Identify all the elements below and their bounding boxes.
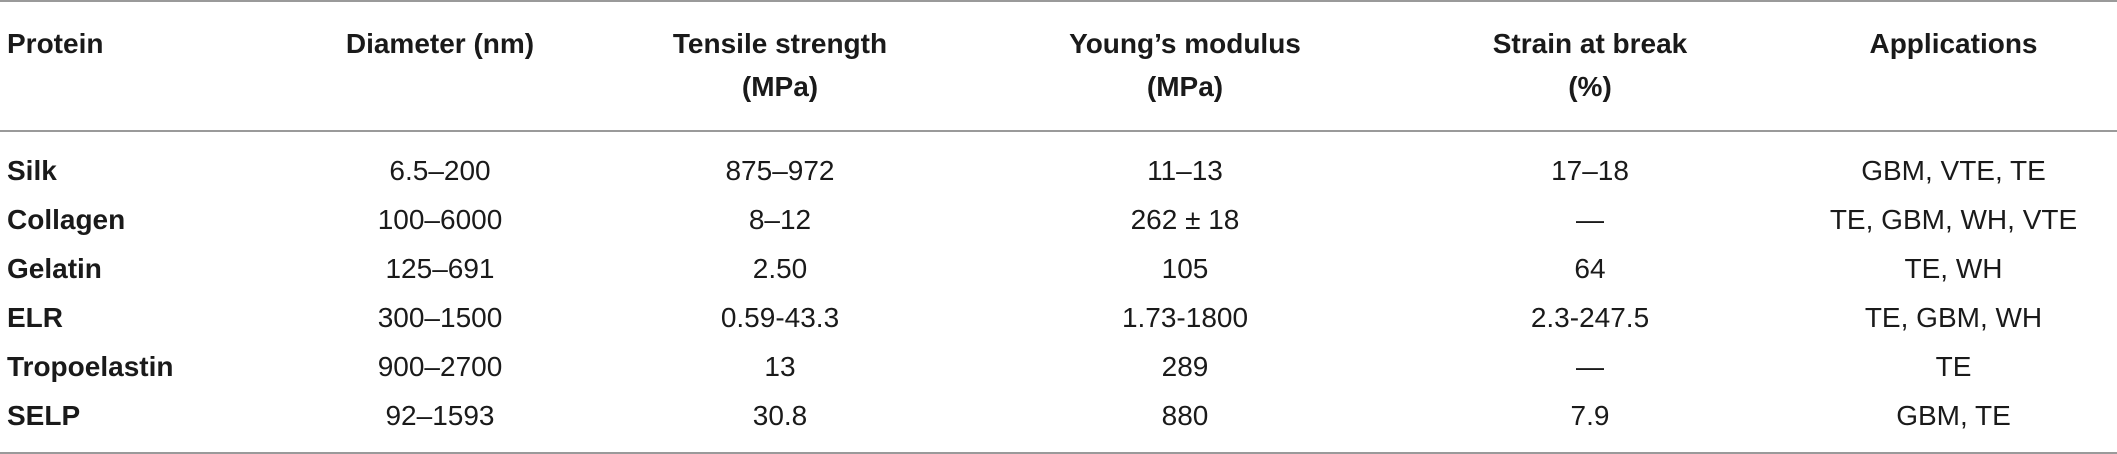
header-unit: (MPa) bbox=[741, 71, 819, 102]
cell-youngs-modulus: 1.73-1800 bbox=[1121, 302, 1249, 333]
cell-tensile-strength: 0.59-43.3 bbox=[720, 302, 840, 333]
table-row: SELP 92–1593 30.8 880 7.9 GBM, TE bbox=[0, 391, 2117, 453]
cell-tensile-strength: 30.8 bbox=[752, 400, 808, 431]
cell-strain-at-break: 17–18 bbox=[1551, 155, 1629, 186]
table-header: Protein Diameter (nm) Tensile strength (… bbox=[0, 1, 2117, 131]
cell-protein: SELP bbox=[7, 400, 81, 431]
table-row: ELR 300–1500 0.59-43.3 1.73-1800 2.3-247… bbox=[0, 293, 2117, 342]
cell-tensile-strength: 2.50 bbox=[752, 253, 808, 284]
cell-applications: TE bbox=[1935, 351, 1972, 382]
header-unit: (%) bbox=[1568, 71, 1612, 102]
cell-diameter: 100–6000 bbox=[377, 204, 503, 235]
cell-strain-at-break: — bbox=[1576, 204, 1604, 235]
header-label: Protein bbox=[7, 28, 104, 59]
header-label: Diameter (nm) bbox=[345, 28, 535, 59]
table-row: Tropoelastin 900–2700 13 289 — TE bbox=[0, 342, 2117, 391]
table-body: Silk 6.5–200 875–972 11–13 17–18 GBM, VT… bbox=[0, 131, 2117, 453]
header-diameter: Diameter (nm) bbox=[300, 1, 580, 131]
cell-applications: TE, GBM, WH, VTE bbox=[1829, 204, 2078, 235]
cell-tensile-strength: 875–972 bbox=[725, 155, 835, 186]
cell-diameter: 125–691 bbox=[385, 253, 495, 284]
header-label: Applications bbox=[1869, 28, 2038, 59]
cell-youngs-modulus: 262 ± 18 bbox=[1130, 204, 1240, 235]
cell-applications: GBM, VTE, TE bbox=[1861, 155, 2046, 186]
header-strain-at-break: Strain at break (%) bbox=[1390, 1, 1790, 131]
cell-protein: Collagen bbox=[7, 204, 126, 235]
header-unit: (MPa) bbox=[1146, 71, 1224, 102]
header-label: Young’s modulus bbox=[1069, 28, 1301, 59]
cell-protein: Gelatin bbox=[7, 253, 102, 284]
cell-strain-at-break: 2.3-247.5 bbox=[1530, 302, 1650, 333]
cell-diameter: 300–1500 bbox=[377, 302, 503, 333]
cell-applications: TE, GBM, WH bbox=[1864, 302, 2043, 333]
cell-youngs-modulus: 289 bbox=[1161, 351, 1209, 382]
cell-youngs-modulus: 880 bbox=[1161, 400, 1209, 431]
header-youngs-modulus: Young’s modulus (MPa) bbox=[980, 1, 1390, 131]
header-applications: Applications bbox=[1790, 1, 2117, 131]
header-label: Tensile strength bbox=[672, 28, 888, 59]
cell-protein: Silk bbox=[7, 155, 57, 186]
cell-diameter: 900–2700 bbox=[377, 351, 503, 382]
table-row: Silk 6.5–200 875–972 11–13 17–18 GBM, VT… bbox=[0, 131, 2117, 195]
cell-tensile-strength: 13 bbox=[764, 351, 796, 382]
cell-tensile-strength: 8–12 bbox=[748, 204, 812, 235]
cell-youngs-modulus: 105 bbox=[1161, 253, 1209, 284]
cell-strain-at-break: 7.9 bbox=[1570, 400, 1610, 431]
cell-diameter: 6.5–200 bbox=[389, 155, 491, 186]
header-tensile-strength: Tensile strength (MPa) bbox=[580, 1, 980, 131]
cell-strain-at-break: 64 bbox=[1574, 253, 1606, 284]
cell-applications: GBM, TE bbox=[1896, 400, 2011, 431]
table-row: Gelatin 125–691 2.50 105 64 TE, WH bbox=[0, 244, 2117, 293]
table-row: Collagen 100–6000 8–12 262 ± 18 — TE, GB… bbox=[0, 195, 2117, 244]
cell-youngs-modulus: 11–13 bbox=[1147, 155, 1223, 186]
header-label: Strain at break bbox=[1492, 28, 1688, 59]
cell-protein: ELR bbox=[7, 302, 63, 333]
cell-protein: Tropoelastin bbox=[7, 351, 174, 382]
header-protein: Protein bbox=[0, 1, 300, 131]
header-row: Protein Diameter (nm) Tensile strength (… bbox=[0, 1, 2117, 131]
cell-strain-at-break: — bbox=[1576, 351, 1604, 382]
cell-applications: TE, WH bbox=[1904, 253, 2003, 284]
cell-diameter: 92–1593 bbox=[385, 400, 495, 431]
